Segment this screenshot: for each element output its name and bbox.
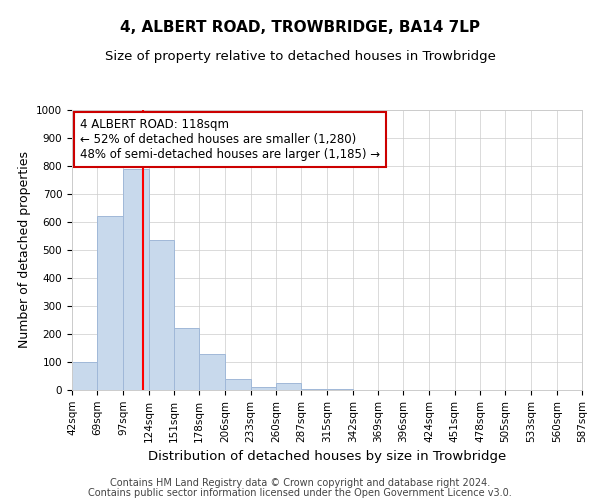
Text: Contains public sector information licensed under the Open Government Licence v3: Contains public sector information licen… xyxy=(88,488,512,498)
Bar xyxy=(149,240,174,390)
Bar xyxy=(72,362,97,390)
Bar xyxy=(226,379,251,390)
Text: Size of property relative to detached houses in Trowbridge: Size of property relative to detached ho… xyxy=(104,50,496,63)
Bar xyxy=(174,328,199,390)
Y-axis label: Number of detached properties: Number of detached properties xyxy=(17,152,31,348)
Bar xyxy=(199,354,226,390)
Text: 4, ALBERT ROAD, TROWBRIDGE, BA14 7LP: 4, ALBERT ROAD, TROWBRIDGE, BA14 7LP xyxy=(120,20,480,35)
Bar xyxy=(251,387,276,390)
Text: Contains HM Land Registry data © Crown copyright and database right 2024.: Contains HM Land Registry data © Crown c… xyxy=(110,478,490,488)
Bar xyxy=(301,388,328,390)
Bar xyxy=(124,169,149,390)
X-axis label: Distribution of detached houses by size in Trowbridge: Distribution of detached houses by size … xyxy=(148,450,506,463)
Bar xyxy=(97,216,124,390)
Text: 4 ALBERT ROAD: 118sqm
← 52% of detached houses are smaller (1,280)
48% of semi-d: 4 ALBERT ROAD: 118sqm ← 52% of detached … xyxy=(80,118,380,162)
Bar xyxy=(276,383,301,390)
